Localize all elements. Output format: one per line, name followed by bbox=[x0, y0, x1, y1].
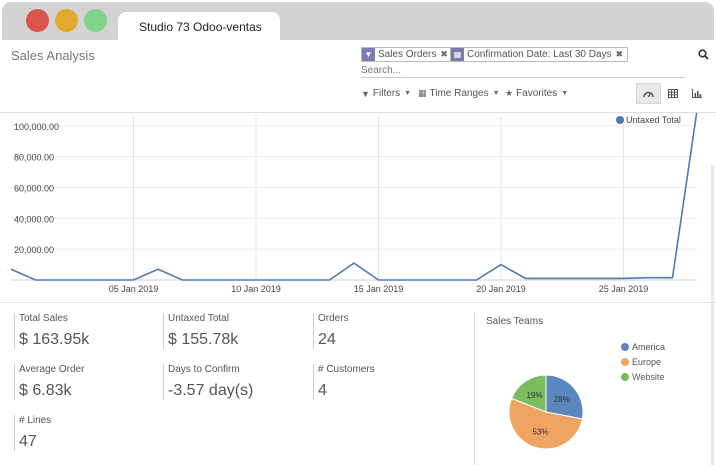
kpi-label: # Lines bbox=[19, 415, 52, 426]
kpi-value: $ 6.83k bbox=[19, 382, 72, 399]
chart-canvas: 05 Jan 2019 10 Jan 2019 15 Jan 2019 20 Jan … bbox=[10, 113, 698, 294]
legend-swatch bbox=[621, 373, 629, 381]
bar-chart-icon bbox=[691, 89, 702, 98]
series-line-untaxed-total bbox=[10, 113, 698, 281]
pie-slice-label: 28% bbox=[554, 395, 570, 404]
pie-slice-label: 19% bbox=[527, 391, 543, 400]
pie-slice-europe[interactable] bbox=[508, 397, 583, 450]
dashboard-view-button[interactable] bbox=[636, 83, 661, 104]
legend-label: Website bbox=[632, 372, 665, 382]
maximize-window-button[interactable] bbox=[84, 9, 107, 32]
facet-sales-orders[interactable]: ▼ Sales Orders ✖ bbox=[361, 47, 453, 62]
legend-label: Europe bbox=[632, 357, 662, 367]
minimize-window-button[interactable] bbox=[55, 9, 78, 32]
search-icon[interactable] bbox=[698, 49, 709, 63]
time-ranges-label: Time Ranges bbox=[429, 88, 489, 99]
kpi-label: # Customers bbox=[318, 364, 375, 375]
caret-down-icon: ▼ bbox=[492, 90, 500, 97]
kpi-average-order[interactable]: Average Order $ 6.83k bbox=[14, 364, 84, 400]
legend-item-website[interactable]: Website bbox=[621, 372, 664, 382]
filter-icon: ▼ bbox=[362, 48, 375, 61]
kpi-value: -3.57 day(s) bbox=[168, 382, 254, 399]
graph-view-button[interactable] bbox=[684, 83, 709, 104]
facet-label: Sales Orders bbox=[378, 49, 437, 60]
calendar-icon: ▦ bbox=[418, 88, 427, 98]
y-tick-label: 20,000.00 bbox=[14, 245, 54, 255]
caret-down-icon: ▼ bbox=[404, 90, 412, 97]
kpi-value: 4 bbox=[318, 382, 327, 399]
sales-teams-pie-chart: 28% 53% 19% bbox=[508, 374, 584, 450]
scrollbar[interactable] bbox=[711, 165, 714, 465]
kpi-label: Total Sales bbox=[19, 313, 68, 324]
pie-slice-america[interactable] bbox=[545, 374, 584, 420]
control-panel: Sales Analysis ▼ Sales Orders ✖ ▦ Confir… bbox=[0, 40, 716, 112]
facet-confirmation-date[interactable]: ▦ Confirmation Date: Last 30 Days ✖ bbox=[450, 47, 629, 62]
kpi-untaxed-total[interactable]: Untaxed Total $ 155.78k bbox=[163, 313, 238, 349]
column-separator bbox=[474, 312, 475, 465]
kpi-value: $ 155.78k bbox=[168, 331, 239, 348]
favorites-label: Favorites bbox=[516, 88, 558, 99]
kpi-label: Days to Confirm bbox=[168, 364, 240, 375]
y-tick-label: 60,000.00 bbox=[14, 184, 54, 194]
filters-label: Filters bbox=[372, 88, 401, 99]
page-title: Sales Analysis bbox=[11, 48, 95, 63]
sales-teams-title: Sales Teams bbox=[486, 316, 544, 327]
y-tick-label: 40,000.00 bbox=[14, 214, 54, 224]
x-tick-label: 15 Jan 2019 bbox=[354, 284, 404, 294]
close-window-button[interactable] bbox=[26, 9, 49, 32]
calendar-icon: ▦ bbox=[451, 48, 464, 61]
legend-swatch bbox=[621, 343, 629, 351]
legend-item-europe[interactable]: Europe bbox=[621, 357, 661, 367]
dashboard-icon bbox=[643, 91, 654, 98]
search-input[interactable] bbox=[361, 64, 685, 78]
x-tick-label: 25 Jan 2019 bbox=[599, 284, 649, 294]
section-divider bbox=[0, 302, 716, 303]
time-ranges-dropdown[interactable]: ▦ Time Ranges ▼ bbox=[418, 88, 500, 99]
x-tick-label: 10 Jan 2019 bbox=[231, 284, 281, 294]
remove-facet-icon[interactable]: ✖ bbox=[440, 49, 448, 59]
remove-facet-icon[interactable]: ✖ bbox=[615, 49, 624, 59]
kpi-total-sales[interactable]: Total Sales $ 163.95k bbox=[14, 313, 89, 349]
pie-slice-website[interactable] bbox=[510, 374, 547, 413]
line-chart: 05 Jan 2019 10 Jan 2019 15 Jan 2019 20 Jan … bbox=[0, 112, 716, 300]
kpi-label: Untaxed Total bbox=[168, 313, 229, 324]
kpi-label: Orders bbox=[318, 313, 349, 324]
kpi-days-to-confirm[interactable]: Days to Confirm -3.57 day(s) bbox=[163, 364, 253, 400]
kpi-value: $ 163.95k bbox=[19, 331, 90, 348]
funnel-icon: ▼ bbox=[361, 88, 370, 99]
pivot-view-button[interactable] bbox=[660, 83, 685, 104]
tab-title: Studio 73 Odoo-ventas bbox=[139, 20, 262, 34]
star-icon: ★ bbox=[505, 88, 514, 98]
legend-label: America bbox=[632, 342, 666, 352]
browser-tab[interactable]: Studio 73 Odoo-ventas bbox=[118, 12, 280, 41]
kpi-lines[interactable]: # Lines 47 bbox=[14, 415, 51, 451]
legend-label: Untaxed Total bbox=[626, 115, 681, 125]
y-tick-label: 100,000.00 bbox=[14, 122, 59, 132]
window-titlebar: Studio 73 Odoo-ventas bbox=[2, 2, 714, 41]
filters-dropdown[interactable]: ▼ Filters ▼ bbox=[361, 88, 411, 99]
caret-down-icon: ▼ bbox=[561, 90, 569, 97]
x-tick-label: 20 Jan 2019 bbox=[476, 284, 526, 294]
legend-item-america[interactable]: America bbox=[621, 342, 665, 352]
kpi-value: 24 bbox=[318, 331, 336, 348]
kpi-label: Average Order bbox=[19, 364, 85, 375]
favorites-dropdown[interactable]: ★ Favorites ▼ bbox=[505, 88, 568, 99]
legend-swatch bbox=[616, 116, 624, 124]
facet-label: Confirmation Date: Last 30 Days bbox=[467, 49, 612, 60]
x-tick-label: 05 Jan 2019 bbox=[109, 284, 159, 294]
y-tick-label: 80,000.00 bbox=[14, 153, 54, 163]
table-icon bbox=[667, 89, 678, 98]
legend-swatch bbox=[621, 358, 629, 366]
kpi-orders[interactable]: Orders 24 bbox=[313, 313, 349, 349]
kpi-customers[interactable]: # Customers 4 bbox=[313, 364, 375, 400]
pie-slice-label: 53% bbox=[532, 428, 548, 437]
kpi-value: 47 bbox=[19, 433, 37, 450]
